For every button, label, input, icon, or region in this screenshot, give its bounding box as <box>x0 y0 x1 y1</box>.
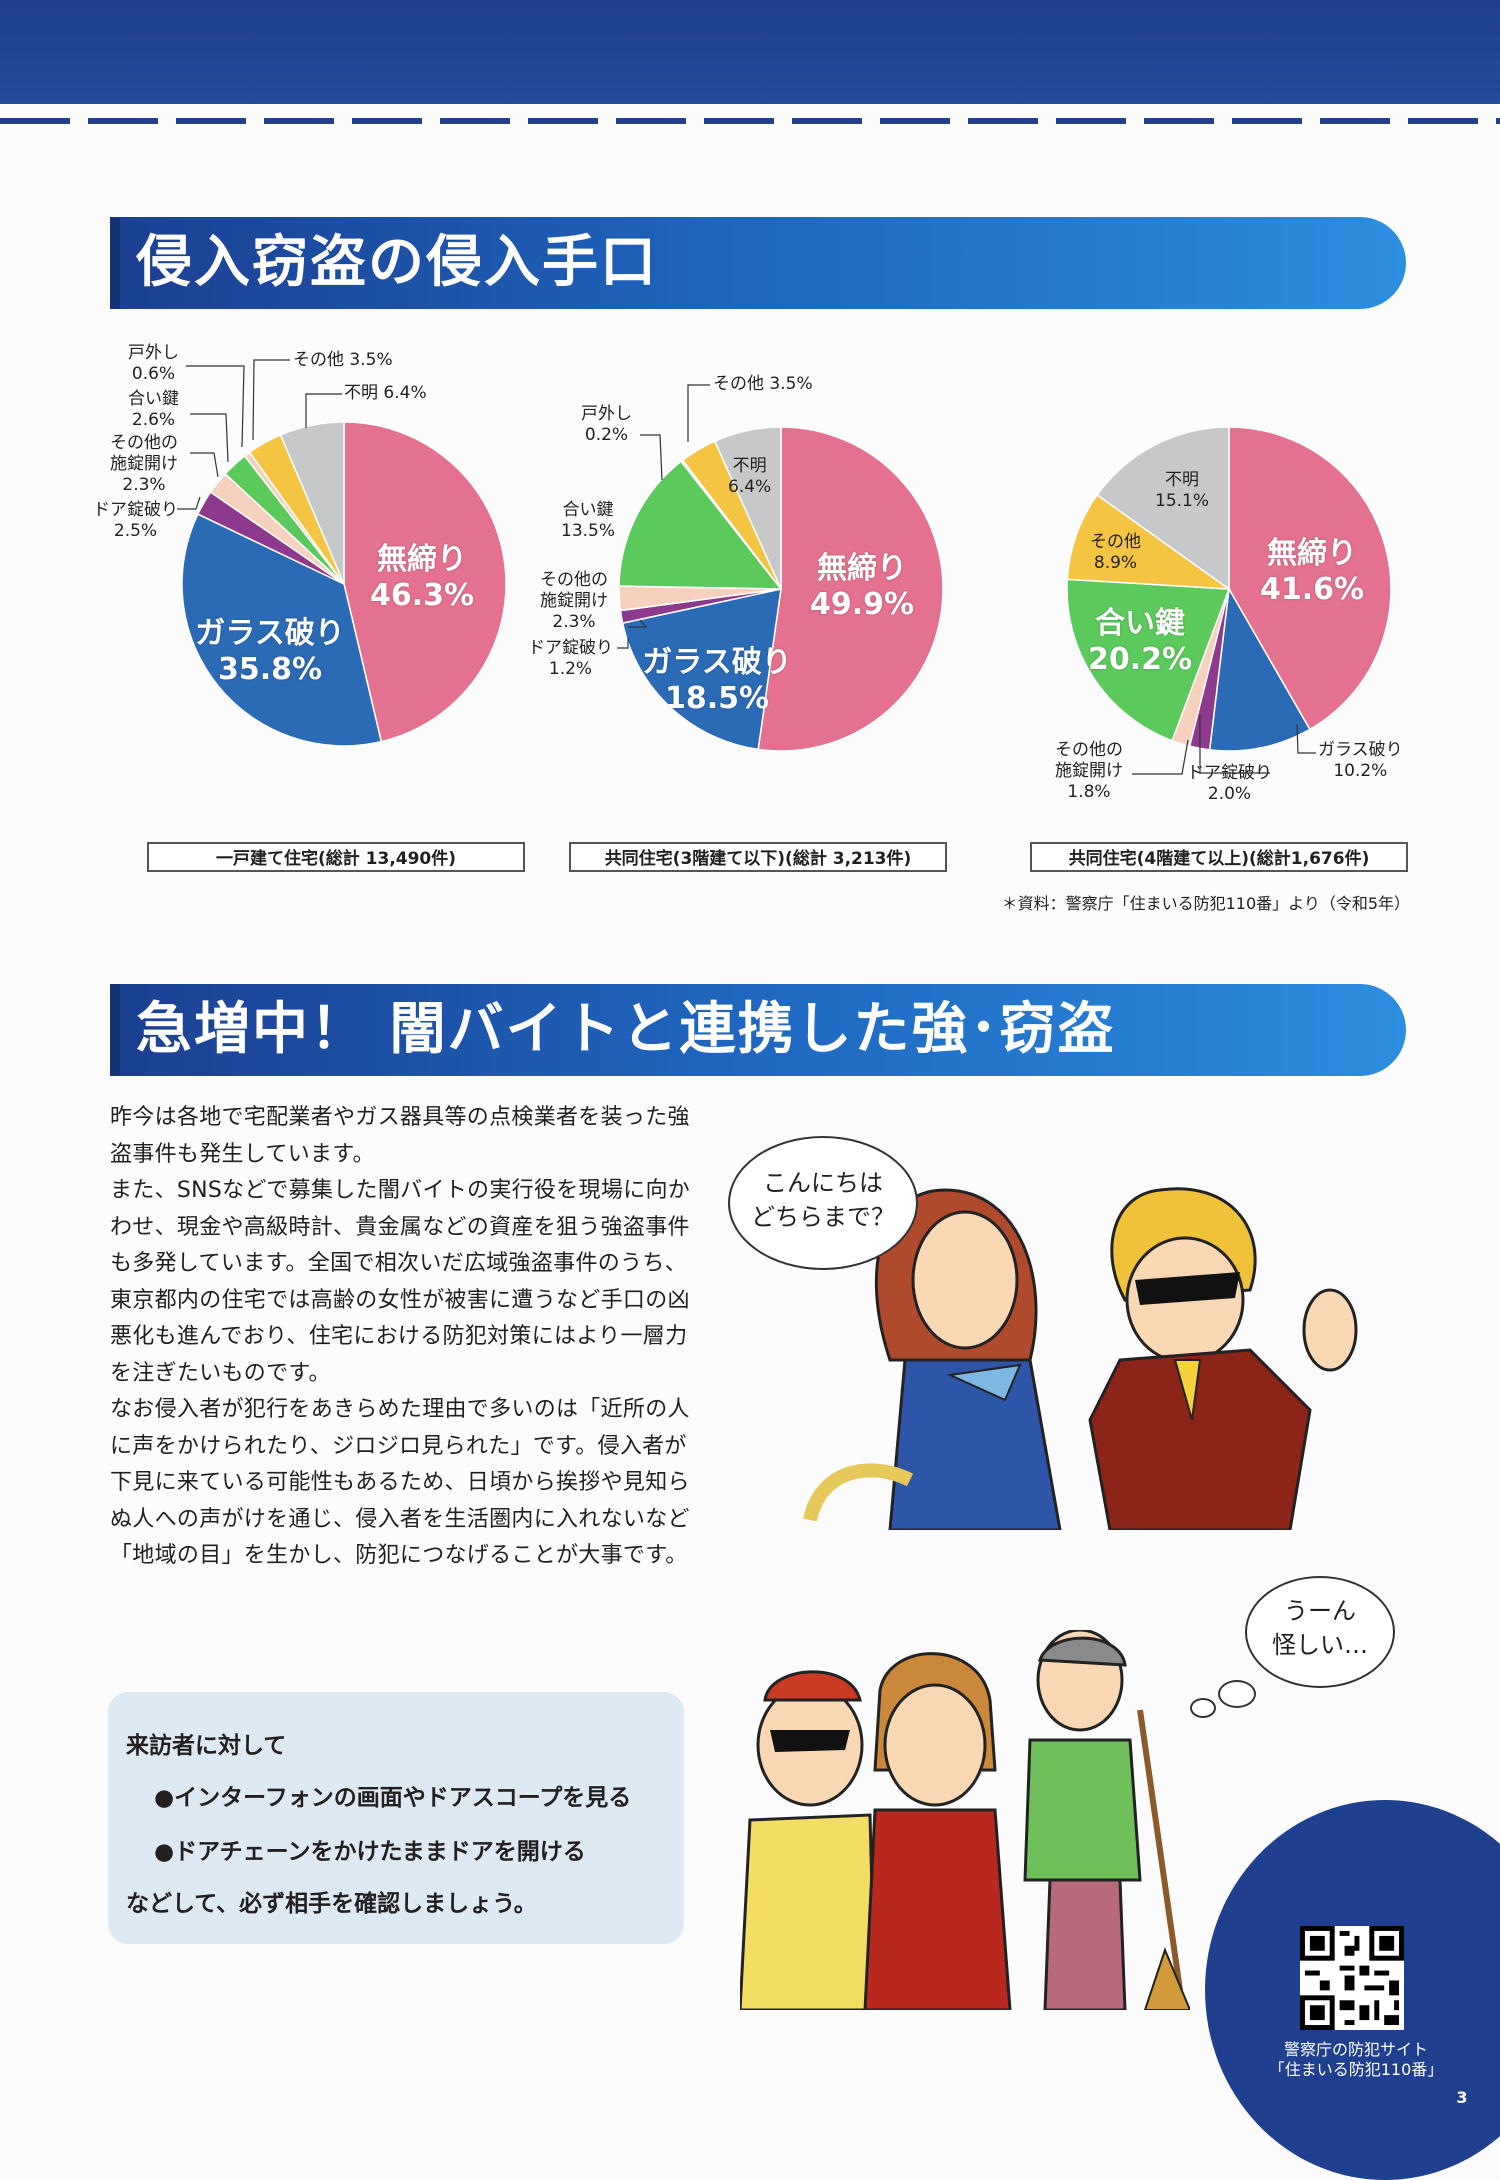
label-sekijo-2: その他の 施錠開け 2.3% <box>540 570 608 632</box>
label-glass-1: ガラス破り 35.8% <box>195 616 345 687</box>
pie-slice-合い鍵 <box>1066 578 1231 742</box>
label-sonota-3: その他 8.9% <box>1090 532 1141 573</box>
section-title-text: 急増中！ 闇バイトと連携した強･窃盗 <box>136 997 1116 1062</box>
qr-pattern <box>1300 1926 1404 2030</box>
label-fumei-3: 不明 15.1% <box>1155 470 1210 511</box>
label-tosoto-1: 戸外し 0.6% <box>128 343 179 384</box>
pie-slice-不明 <box>713 426 782 590</box>
pie-slice-無締り <box>343 421 507 743</box>
section-title-text: 侵入窃盗の侵入手口 <box>136 230 658 295</box>
dashed-rule <box>0 118 1500 124</box>
section-title-yami-baito: 急増中！ 闇バイトと連携した強･窃盗 <box>110 984 1406 1076</box>
pie-slice-不明 <box>1096 426 1230 591</box>
banner-edge <box>110 217 120 309</box>
label-sonota-1: その他 3.5% <box>293 350 393 370</box>
label-tosoto-2: 戸外し 0.2% <box>581 404 632 445</box>
pie-slice-無締り <box>757 426 944 752</box>
label-sonota-2: その他 3.5% <box>713 374 813 394</box>
label-door-1: ドア錠破り 2.5% <box>93 500 178 541</box>
pie-chart-detached-house <box>181 421 507 747</box>
body-text: 昨今は各地で宅配業者やガス器具等の点検業者を装った強盗事件も発生しています。 ま… <box>110 1100 695 1575</box>
label-glass-3: ガラス破り 10.2% <box>1318 740 1403 781</box>
qr-caption: 警察庁の防犯サイト 「住まいる防犯110番」 <box>1268 2040 1444 2079</box>
woman-figure <box>803 1188 1062 1530</box>
illustration-greeting-scene <box>803 1187 1358 1530</box>
banner-edge <box>110 984 120 1076</box>
suspicious-man-figure <box>1088 1187 1358 1530</box>
woman-red-figure <box>863 1652 1012 2010</box>
label-sekijo-1: その他の 施錠開け 2.3% <box>110 433 178 495</box>
label-door-2: ドア錠破り 1.2% <box>528 638 613 679</box>
elderly-man-figure <box>1023 1630 1190 2010</box>
pie-slice-ガラス破り <box>1208 586 1311 752</box>
thought-bubble-suspicious: うーん 怪しい… <box>1245 1576 1395 1688</box>
caption-chart-3: 共同住宅(4階建て以上)(総計1,676件) <box>1030 842 1408 872</box>
thought-dot-large <box>1218 1680 1256 1708</box>
paragraph-3: なお侵入者が犯行をあきらめた理由で多いのは「近所の人に声をかけられたり、ジロジロ… <box>110 1397 690 1568</box>
label-mujimari-2: 無締り 49.9% <box>809 551 915 622</box>
section-title-intrusion-methods: 侵入窃盗の侵入手口 <box>110 217 1406 309</box>
label-aikagi-1: 合い鍵 2.6% <box>128 389 179 430</box>
label-aikagi-3: 合い鍵 20.2% <box>1087 606 1193 677</box>
advice-closing: などして、必ず相手を確認しましょう。 <box>126 1891 537 1917</box>
advice-box: 来訪者に対して ●インターフォンの画面やドアスコープを見る ●ドアチェーンをかけ… <box>108 1692 684 1944</box>
source-note: ＊資料：警察庁「住まいる防犯110番」より（令和5年） <box>1001 894 1410 913</box>
pie-chart-apartment-high <box>1066 426 1392 752</box>
qr-code-icon[interactable] <box>1300 1926 1404 2030</box>
man-sunglasses-figure <box>740 1670 877 2010</box>
page-number: 3 <box>1448 2084 1476 2112</box>
advice-heading: 来訪者に対して <box>126 1733 287 1759</box>
pie-slice-合い鍵 <box>618 460 783 590</box>
label-fumei-1: 不明 6.4% <box>344 383 427 403</box>
speech-bubble-greeting: こんにちは どちらまで？ <box>728 1136 918 1270</box>
pie-chart-apartment-low <box>618 426 944 752</box>
pie-slice-その他 <box>1066 493 1232 590</box>
label-mujimari-3: 無締り 41.6% <box>1259 536 1365 607</box>
label-fumei-2: 不明 6.4% <box>728 456 772 497</box>
illustration-neighbors-scene <box>740 1630 1190 2010</box>
caption-chart-1: 一戸建て住宅(総計 13,490件) <box>147 842 525 872</box>
top-band <box>0 0 1500 104</box>
pie-slice-無締り <box>1228 426 1392 731</box>
paragraph-1: 昨今は各地で宅配業者やガス器具等の点検業者を装った強盗事件も発生しています。 <box>110 1105 690 1167</box>
caption-chart-2: 共同住宅(3階建て以下)(総計 3,213件) <box>569 842 947 872</box>
thought-dot-small <box>1190 1698 1216 1718</box>
leader-lines <box>177 359 1316 775</box>
label-aikagi-2: 合い鍵 13.5% <box>561 500 616 541</box>
label-mujimari-1: 無締り 46.3% <box>369 542 475 613</box>
label-glass-2: ガラス破り 18.5% <box>642 645 792 716</box>
pie-slice-ガラス破り <box>181 513 383 747</box>
pie-slice-不明 <box>279 421 345 585</box>
advice-item-interphone: ●インターフォンの画面やドアスコープを見る <box>154 1785 632 1811</box>
label-sekijo-3: その他の 施錠開け 1.8% <box>1055 740 1123 802</box>
paragraph-2: また、SNSなどで募集した闇バイトの実行役を現場に向かわせ、現金や高級時計、貴金… <box>110 1178 691 1386</box>
advice-item-door-chain: ●ドアチェーンをかけたままドアを開ける <box>154 1839 586 1865</box>
